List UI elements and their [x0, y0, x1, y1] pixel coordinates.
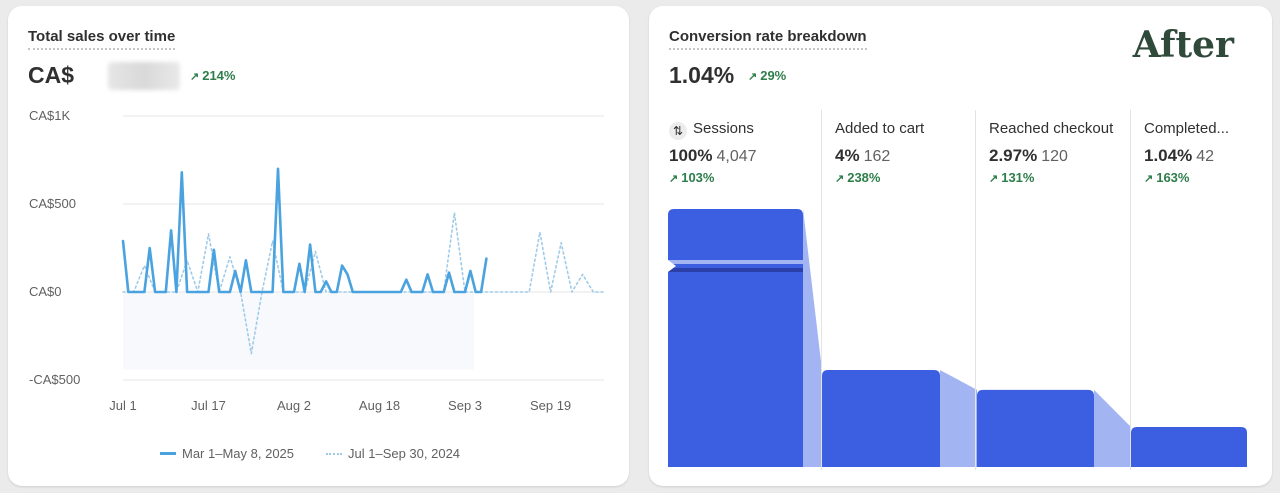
funnel-connector — [803, 209, 822, 467]
step-label: Reached checkout — [989, 120, 1114, 137]
step-count: 120 — [1041, 148, 1068, 165]
step-label-text: Sessions — [693, 120, 754, 137]
y-tick-label: CA$500 — [29, 196, 76, 211]
conversion-change: ↗ 29% — [748, 68, 786, 85]
currency-prefix: CA$ — [28, 62, 75, 88]
after-badge: After — [1132, 24, 1234, 66]
sales-total-value: CA$ — [28, 61, 74, 89]
x-tick-label: Jul 17 — [191, 398, 226, 413]
sales-card: Total sales over time CA$ ↗ 214% CA$1K CA$… — [8, 6, 629, 486]
conversion-card: Conversion rate breakdown 1.04% ↗ 29% Aft… — [649, 6, 1272, 486]
step-label: Added to cart — [835, 120, 925, 137]
legend-current-label: Mar 1–May 8, 2025 — [182, 446, 295, 461]
arrow-up-right-icon: ↗ — [748, 71, 758, 83]
legend-previous-label: Jul 1–Sep 30, 2024 — [348, 446, 461, 461]
funnel-step-reached-checkout[interactable]: Reached checkout 2.97% 120 ↗ 131% — [989, 110, 1129, 470]
conversion-change-value: 29% — [760, 68, 787, 83]
arrow-up-right-icon: ↗ — [190, 71, 200, 83]
funnel-step-sessions[interactable]: ⇅ Sessions 100% 4,047 ↗ 103% — [669, 110, 819, 470]
sales-change-value: 214% — [202, 68, 236, 83]
step-label: Completed... — [1144, 120, 1230, 137]
x-tick-label: Aug 18 — [359, 398, 400, 413]
funnel-connector — [1094, 389, 1131, 467]
y-tick-label: CA$1K — [29, 108, 71, 123]
funnel-step-completed[interactable]: Completed... 1.04% 42 ↗ 163% — [1144, 110, 1264, 470]
conversion-rate-value: 1.04% — [669, 62, 735, 88]
funnel-bar — [822, 370, 940, 467]
step-percent: 1.04% 42 — [1144, 146, 1214, 165]
legend-previous[interactable]: Jul 1–Sep 30, 2024 — [326, 446, 460, 461]
step-change: ↗ 103% — [669, 170, 715, 185]
blurred-amount — [108, 62, 180, 90]
step-change: ↗ 238% — [835, 170, 881, 185]
step-count: 42 — [1196, 148, 1214, 165]
step-change: ↗ 163% — [1144, 170, 1190, 185]
legend-solid-swatch — [160, 452, 176, 455]
funnel-bar — [1131, 427, 1247, 467]
sales-card-title[interactable]: Total sales over time — [28, 28, 176, 50]
x-tick-label: Aug 2 — [277, 398, 311, 413]
step-divider — [975, 110, 976, 470]
funnel-step-added-to-cart[interactable]: Added to cart 4% 162 ↗ 238% — [835, 110, 975, 470]
arrow-up-right-icon: ↗ — [1144, 173, 1154, 185]
sales-line-chart[interactable]: CA$1K CA$500 CA$0 -CA$500 Jul 1 Jul 17 Aug 2 Au… — [8, 6, 629, 486]
sessions-icon: ⇅ — [669, 122, 687, 140]
legend-dotted-swatch — [326, 452, 342, 455]
arrow-up-right-icon: ↗ — [989, 173, 999, 185]
axis-break-stripe — [668, 268, 803, 272]
funnel-connector — [940, 370, 977, 467]
x-tick-label: Jul 1 — [109, 398, 136, 413]
series-line-current — [121, 167, 488, 294]
step-change: ↗ 131% — [989, 170, 1035, 185]
x-tick-label: Sep 19 — [530, 398, 571, 413]
negative-area-shade — [123, 292, 474, 370]
conversion-card-title[interactable]: Conversion rate breakdown — [669, 28, 867, 50]
y-tick-label: -CA$500 — [29, 372, 80, 387]
funnel-bar — [977, 389, 1094, 467]
y-tick-label: CA$0 — [29, 284, 62, 299]
step-percent: 100% 4,047 — [669, 146, 757, 165]
funnel-bar — [668, 209, 803, 467]
arrow-up-right-icon: ↗ — [669, 173, 679, 185]
step-percent: 4% 162 — [835, 146, 891, 165]
step-divider — [821, 110, 822, 470]
axis-break-stripe — [668, 260, 803, 264]
axis-break-notch — [668, 260, 676, 272]
conversion-funnel-chart — [668, 209, 1247, 467]
step-label: ⇅ Sessions — [669, 120, 754, 140]
step-count: 4,047 — [716, 148, 757, 165]
step-divider — [1130, 110, 1131, 470]
sales-change: ↗ 214% — [190, 68, 235, 85]
step-count: 162 — [863, 148, 891, 165]
x-tick-label: Sep 3 — [448, 398, 482, 413]
legend-current[interactable]: Mar 1–May 8, 2025 — [160, 446, 294, 461]
arrow-up-right-icon: ↗ — [835, 173, 845, 185]
step-percent: 2.97% 120 — [989, 146, 1068, 165]
